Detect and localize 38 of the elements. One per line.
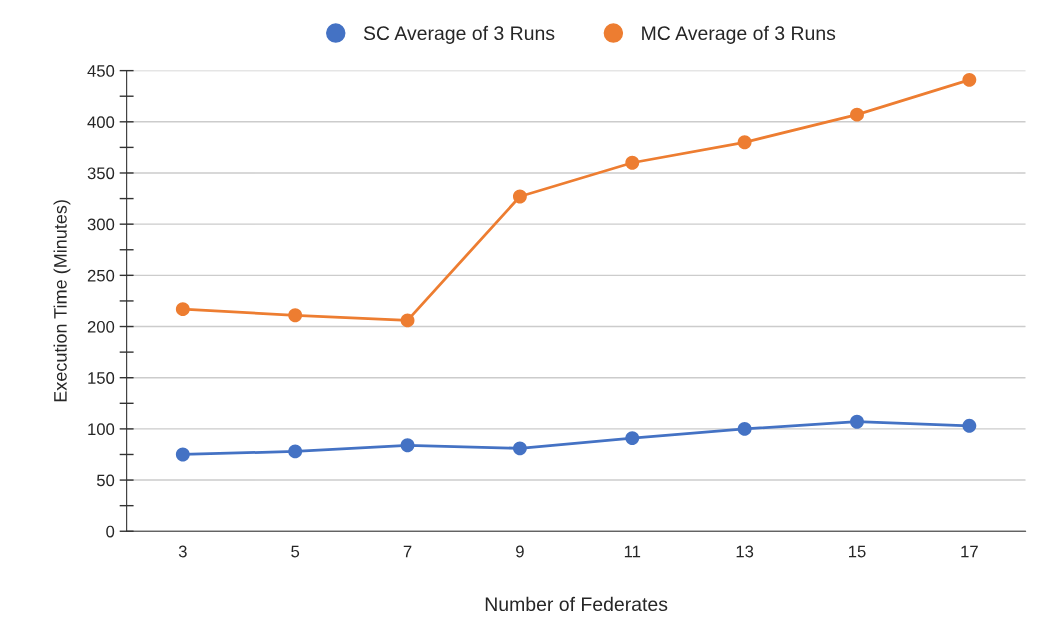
y-tick-label: 200 bbox=[87, 320, 115, 333]
x-tick-label: 5 bbox=[291, 545, 300, 558]
y-tick-label: 300 bbox=[87, 218, 115, 231]
y-tick-label: 400 bbox=[87, 116, 115, 129]
legend-label: MC Average of 3 Runs bbox=[642, 25, 836, 44]
x-tick-label: 11 bbox=[624, 545, 641, 558]
point bbox=[737, 421, 752, 436]
y-tick-label: 350 bbox=[87, 167, 115, 180]
y-tick-label: 0 bbox=[106, 525, 115, 538]
x-tick-label: 9 bbox=[516, 545, 524, 558]
y-tick-label: 100 bbox=[88, 423, 115, 436]
y-tick-label: 50 bbox=[96, 474, 115, 487]
point bbox=[512, 189, 527, 204]
y-tick-label: 250 bbox=[87, 269, 115, 282]
point bbox=[400, 313, 415, 328]
x-tick-label: 13 bbox=[736, 545, 754, 558]
point bbox=[737, 135, 752, 150]
point bbox=[625, 431, 640, 446]
x-tick-label: 15 bbox=[849, 545, 866, 558]
point bbox=[512, 441, 527, 456]
point bbox=[175, 302, 190, 317]
point bbox=[288, 308, 303, 323]
point bbox=[850, 107, 864, 122]
x-tick-label: 3 bbox=[178, 545, 187, 558]
point bbox=[400, 438, 415, 453]
point bbox=[962, 72, 977, 87]
x-tick-label: 17 bbox=[961, 545, 978, 558]
x-tick-label: 7 bbox=[403, 545, 412, 558]
point bbox=[288, 444, 303, 459]
point bbox=[850, 414, 864, 429]
y-axis-title: Execution Time (Minutes) bbox=[53, 200, 71, 402]
point bbox=[962, 418, 977, 433]
point bbox=[625, 155, 640, 170]
y-tick-label: 150 bbox=[88, 372, 115, 384]
x-axis-title: Number of Federates bbox=[485, 596, 668, 612]
y-tick-label: 450 bbox=[87, 65, 115, 77]
legend-label: SC Average of 3 Runs bbox=[363, 25, 555, 44]
point bbox=[175, 447, 190, 462]
